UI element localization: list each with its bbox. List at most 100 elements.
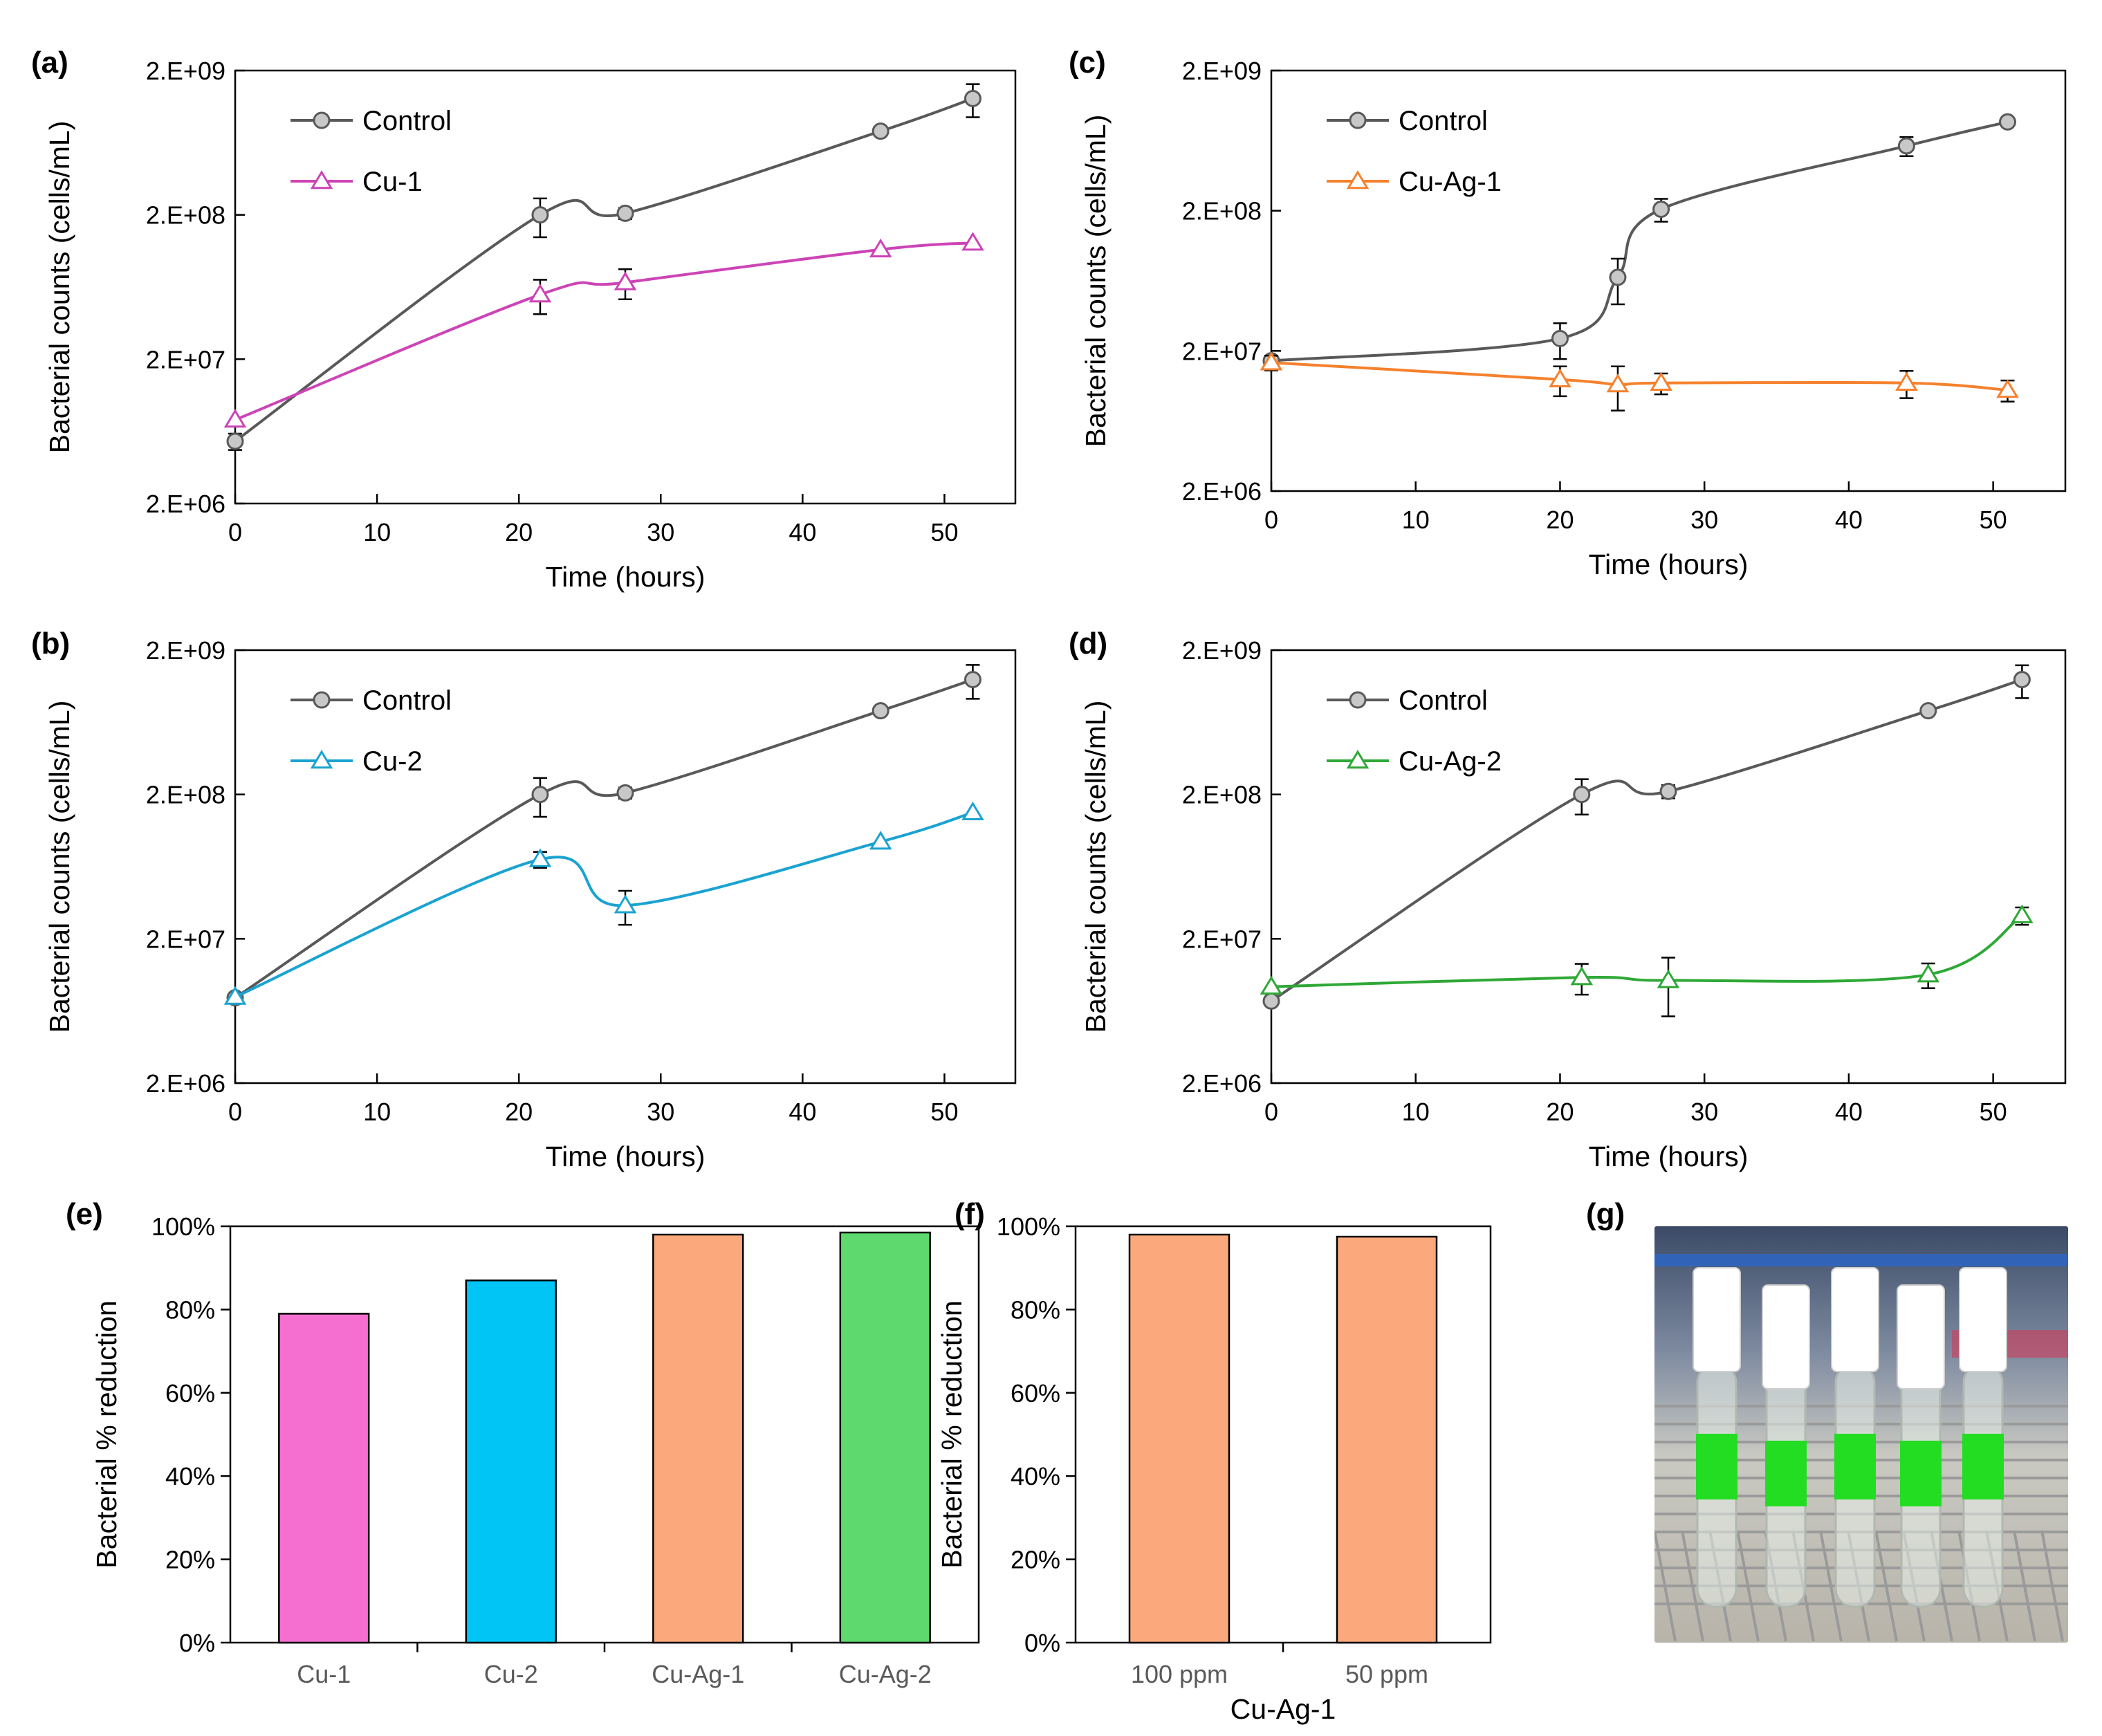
series-Cu-2 (223, 801, 984, 1005)
test-tube (1897, 1284, 1945, 1608)
y-axis-title: Bacterial counts (cells/mL) (44, 701, 75, 1033)
series-Control (226, 83, 981, 451)
tube-cap (1959, 1267, 2007, 1372)
legend-marker-triangle (310, 170, 333, 190)
legend-entry: Cu-Ag-2 (1327, 746, 1502, 777)
data-point-triangle (869, 238, 892, 258)
bar (1128, 1233, 1230, 1644)
x-tick-label: 40 (1835, 1098, 1863, 1126)
data-point-triangle (2011, 904, 2034, 923)
tube-cap (1897, 1284, 1945, 1389)
y-tick-label: 60% (165, 1379, 215, 1407)
bar-chart-5: 0% 20% 40% 60% 80% 100% 100 ppm 50 ppm Cu-Ag-1 Ba… (936, 1212, 1492, 1725)
legend-entry: Cu-Ag-1 (1327, 167, 1502, 197)
plot-frame (234, 69, 1017, 505)
y-tick-label: 2.E+06 (146, 1069, 225, 1098)
x-axis-title: Cu-Ag-1 (1230, 1693, 1336, 1725)
y-tick-label: 2.E+08 (146, 201, 225, 230)
data-point-circle (226, 432, 244, 450)
bar (652, 1233, 744, 1644)
data-point-triangle (1260, 351, 1283, 371)
x-tick-label: 50 ppm (1345, 1660, 1428, 1688)
x-tick-label: Cu-Ag-1 (652, 1660, 744, 1688)
x-axis-title: Time (hours) (546, 1141, 706, 1172)
y-tick-label: 2.E+08 (1182, 781, 1262, 809)
series-Cu-1 (223, 232, 984, 428)
x-tick-label: Cu-Ag-2 (839, 1660, 932, 1688)
panel-label-a: (a) (31, 46, 68, 80)
data-point-circle (1999, 113, 2017, 131)
series-line (234, 241, 973, 421)
rack-wire (2040, 1530, 2064, 1642)
data-point-triangle (223, 409, 247, 428)
x-tick-label: 30 (1690, 1098, 1718, 1126)
data-point-triangle (1570, 966, 1594, 986)
y-tick-label: 2.E+08 (146, 781, 225, 809)
y-tick-label: 60% (1011, 1379, 1060, 1407)
legend-marker-circle (1349, 691, 1367, 709)
bar (465, 1280, 557, 1644)
data-point-triangle (961, 801, 984, 820)
data-point-triangle (1917, 963, 1940, 983)
line-chart-2: 2.E+06 2.E+07 2.E+08 2.E+09 0 10 20 30 40 50 Time … (1080, 57, 2067, 580)
y-tick-label: 2.E+06 (1182, 477, 1262, 506)
y-axis-title: Bacterial % reduction (936, 1300, 968, 1568)
y-tick-label: 2.E+07 (146, 345, 225, 373)
photo-shelf (1654, 1254, 2068, 1266)
data-point-circle (1659, 782, 1677, 800)
series-line (1270, 678, 2023, 1003)
test-tube (1959, 1267, 2007, 1608)
legend-entry: Control (1327, 106, 1488, 136)
legend-label: Cu-Ag-1 (1399, 167, 1502, 197)
tube-label-sticker (1900, 1441, 1942, 1506)
y-tick-label: 2.E+08 (1182, 197, 1262, 225)
data-point-circle (1652, 200, 1670, 218)
y-axis-title: Bacterial counts (cells/mL) (1080, 701, 1112, 1033)
data-point-triangle (1895, 371, 1918, 391)
x-tick-label: 10 (1402, 506, 1430, 534)
plot-frame (234, 649, 1017, 1084)
plot-frame (1270, 69, 2067, 492)
data-point-circle (1262, 992, 1280, 1010)
x-tick-label: Cu-2 (484, 1660, 538, 1688)
tube-label-sticker (1765, 1441, 1807, 1506)
x-tick-label: 50 (930, 1098, 958, 1126)
test-tube (1831, 1267, 1879, 1608)
legend-label: Control (362, 106, 452, 136)
y-tick-label: 20% (165, 1546, 215, 1574)
line-chart-1: 2.E+06 2.E+07 2.E+08 2.E+09 0 10 20 30 40 50 Time … (44, 636, 1017, 1172)
x-tick-label: 0 (228, 1098, 242, 1126)
y-tick-label: 80% (1011, 1295, 1060, 1324)
y-tick-label: 2.E+09 (146, 636, 225, 665)
bar (1336, 1235, 1438, 1644)
x-tick-label: 30 (647, 518, 674, 546)
y-tick-label: 0% (179, 1629, 215, 1657)
panel-label-d: (d) (1069, 627, 1107, 661)
data-point-circle (872, 702, 889, 720)
data-point-triangle (223, 986, 247, 1005)
series-line (234, 97, 974, 443)
legend-entry: Cu-1 (291, 167, 423, 197)
series-Control (226, 664, 981, 1007)
x-tick-label: 10 (1402, 1098, 1430, 1126)
series-line (234, 811, 974, 999)
legend-label: Cu-2 (362, 746, 423, 777)
x-tick-label: 0 (1264, 1098, 1278, 1126)
series-line (1271, 914, 2023, 988)
y-tick-label: 2.E+07 (146, 925, 225, 953)
data-point-triangle (961, 232, 984, 251)
plot-frame (1270, 649, 2067, 1084)
legend-marker-circle (1349, 111, 1367, 129)
tube-cap (1693, 1267, 1741, 1372)
tube-label-sticker (1834, 1434, 1876, 1499)
legend-label: Cu-1 (362, 167, 423, 197)
data-point-triangle (1260, 975, 1283, 995)
x-tick-label: 20 (1546, 1098, 1574, 1126)
y-tick-label: 2.E+07 (1182, 925, 1262, 953)
y-tick-label: 2.E+06 (146, 490, 225, 518)
x-tick-label: 50 (1980, 1098, 2007, 1126)
y-axis-title: Bacterial % reduction (91, 1300, 122, 1568)
bar-chart-4: 0% 20% 40% 60% 80% 100% Cu-1 Cu-2 Cu-Ag-1 Cu-Ag-2… (91, 1212, 980, 1688)
data-point-triangle (1996, 379, 2019, 398)
